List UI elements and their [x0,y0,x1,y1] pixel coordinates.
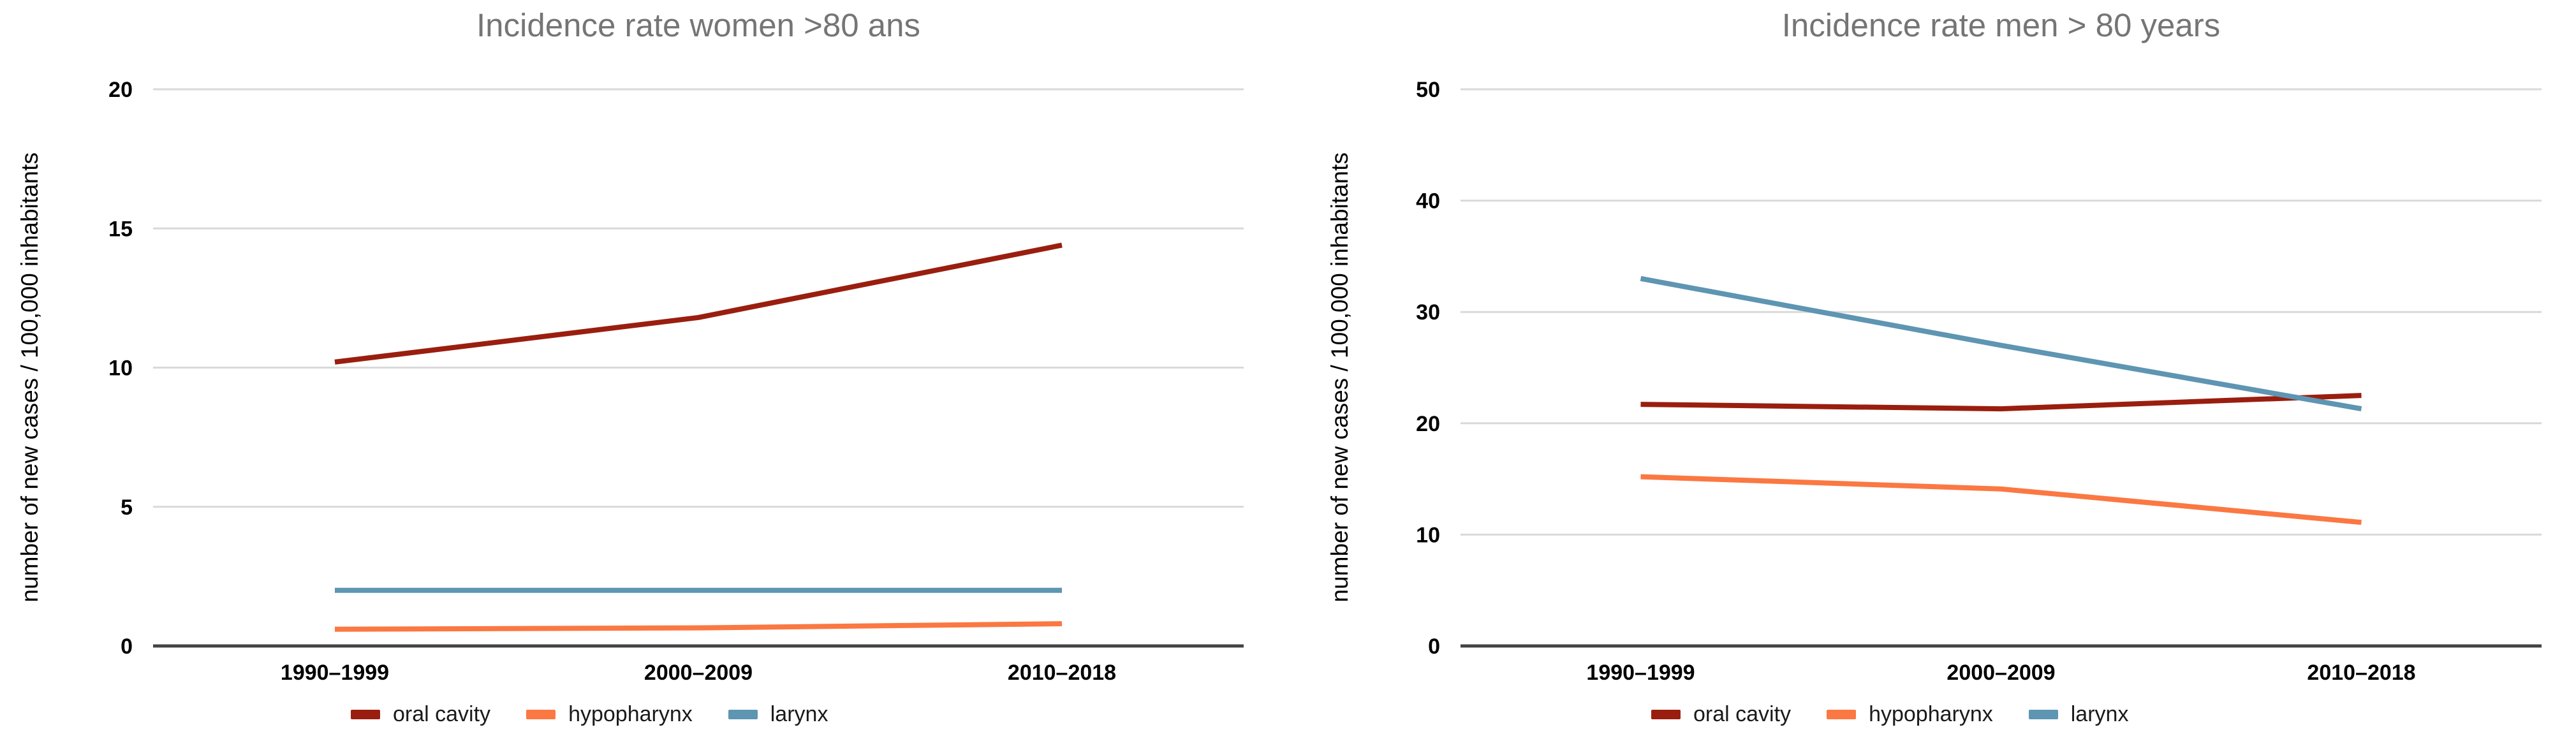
series-line-hypopharynx [1640,474,2362,525]
legend-item-hypopharynx: hypopharynx [526,702,693,727]
chart-men-over-80: Incidence rate men > 80 years number of … [1288,0,2576,755]
y-tick-label: 50 [1416,78,1440,102]
y-tick-label: 20 [1416,412,1440,436]
legend-item-larynx: larynx [2028,702,2129,727]
legend-item-larynx: larynx [728,702,828,727]
legend-swatch [526,710,556,719]
legend: oral cavity hypopharynx larynx [1651,702,2128,727]
plot-area: 0 5 10 15 20 1990–1999 2000–2009 2010–2018 [108,78,1244,685]
legend-swatch [1827,710,1857,719]
legend-swatch [1651,710,1681,719]
legend-label: hypopharynx [568,702,693,726]
y-tick-label: 0 [1428,634,1440,659]
legend-label: hypopharynx [1869,702,1993,726]
y-tick-label: 20 [108,78,133,102]
x-tick-label: 1990–1999 [1586,661,1695,685]
y-tick-label: 10 [108,356,133,381]
chart-women-over-80: Incidence rate women >80 ans number of n… [17,7,1244,727]
y-tick-label: 10 [1416,523,1440,547]
x-tick-label: 2000–2009 [1947,661,2055,685]
legend-swatch [728,710,758,719]
legend-item-oral-cavity: oral cavity [351,702,490,727]
y-tick-label: 0 [121,634,133,659]
x-tick-label: 1990–1999 [281,661,389,685]
series-line-oral-cavity [1640,393,2362,412]
plot-area: 0 10 20 30 40 50 1990–1999 2000–2009 2010–2018 [1416,78,2542,685]
chart-title: Incidence rate men > 80 years [1781,7,2221,43]
series-line-larynx [1640,275,2362,412]
series-line-hypopharynx [334,621,1063,632]
x-tick-label: 2000–2009 [644,661,753,685]
legend-label: oral cavity [393,702,491,726]
legend-item-hypopharynx: hypopharynx [1827,702,1993,727]
y-tick-label: 15 [108,217,133,241]
x-tick-label: 2010–2018 [2307,661,2415,685]
legend-swatch [351,710,380,719]
x-tick-label: 2010–2018 [1008,661,1116,685]
legend-item-oral-cavity: oral cavity [1651,702,1791,727]
legend: oral cavity hypopharynx larynx [351,702,828,727]
chart-title: Incidence rate women >80 ans [476,7,921,43]
y-tick-label: 40 [1416,189,1440,214]
legend-swatch [2028,710,2058,719]
legend-label: larynx [770,702,828,726]
y-tick-label: 5 [121,495,133,520]
legend-label: larynx [2070,702,2129,726]
series-line-oral-cavity [334,242,1063,365]
y-tick-label: 30 [1416,300,1440,325]
legend-label: oral cavity [1693,702,1792,726]
